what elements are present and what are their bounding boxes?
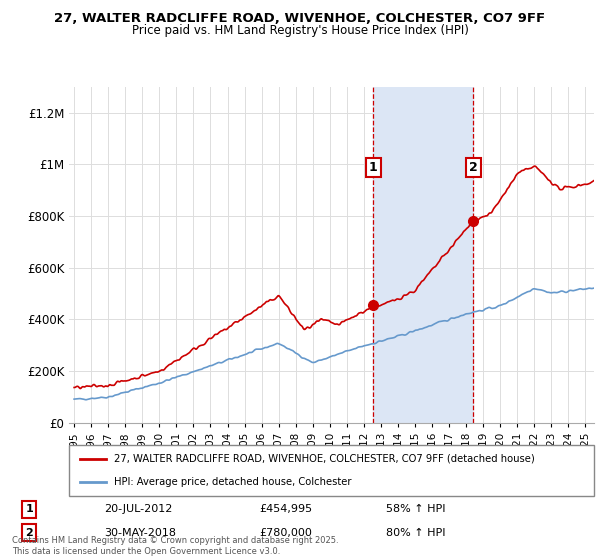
FancyBboxPatch shape bbox=[69, 445, 594, 496]
Text: 27, WALTER RADCLIFFE ROAD, WIVENHOE, COLCHESTER, CO7 9FF: 27, WALTER RADCLIFFE ROAD, WIVENHOE, COL… bbox=[55, 12, 545, 25]
Text: £780,000: £780,000 bbox=[260, 528, 313, 538]
Text: 20-JUL-2012: 20-JUL-2012 bbox=[104, 505, 173, 515]
Text: 58% ↑ HPI: 58% ↑ HPI bbox=[386, 505, 446, 515]
Text: 1: 1 bbox=[25, 505, 33, 515]
Text: 2: 2 bbox=[25, 528, 33, 538]
Text: 30-MAY-2018: 30-MAY-2018 bbox=[104, 528, 176, 538]
Text: Price paid vs. HM Land Registry's House Price Index (HPI): Price paid vs. HM Land Registry's House … bbox=[131, 24, 469, 36]
Bar bbox=[373, 87, 473, 423]
Text: 2: 2 bbox=[469, 161, 478, 174]
Text: 80% ↑ HPI: 80% ↑ HPI bbox=[386, 528, 446, 538]
Text: 1: 1 bbox=[369, 161, 377, 174]
Text: HPI: Average price, detached house, Colchester: HPI: Average price, detached house, Colc… bbox=[113, 477, 351, 487]
Text: Contains HM Land Registry data © Crown copyright and database right 2025.
This d: Contains HM Land Registry data © Crown c… bbox=[12, 536, 338, 556]
Text: 27, WALTER RADCLIFFE ROAD, WIVENHOE, COLCHESTER, CO7 9FF (detached house): 27, WALTER RADCLIFFE ROAD, WIVENHOE, COL… bbox=[113, 454, 535, 464]
Text: £454,995: £454,995 bbox=[260, 505, 313, 515]
